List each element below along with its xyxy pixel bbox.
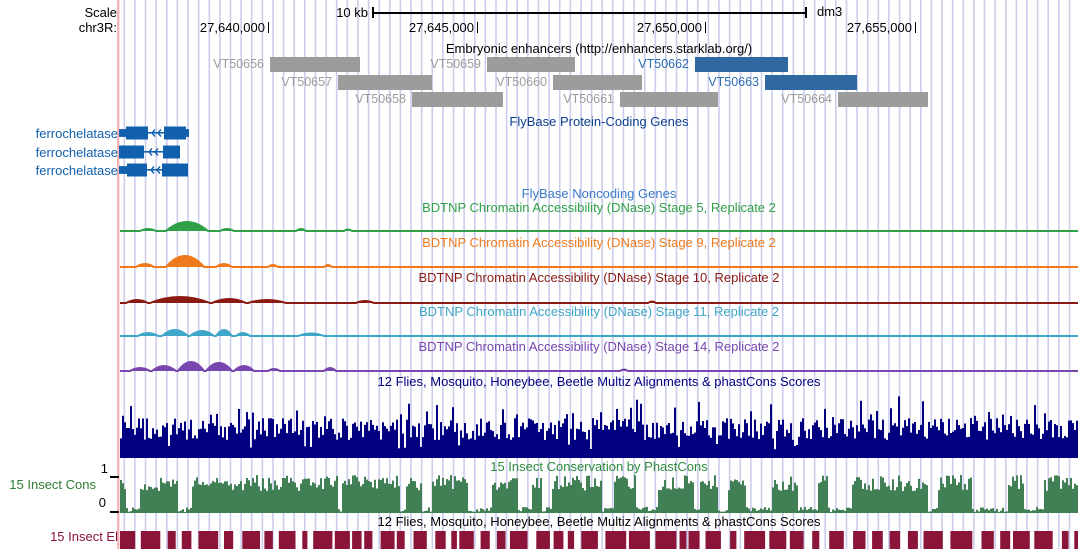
phastcons-left-label[interactable]: 15 Insect Cons [9, 477, 96, 492]
ruler-position-label: 27,655,000 [846, 20, 912, 35]
bdtnp-track-title: BDTNP Chromatin Accessibility (DNase) St… [418, 304, 780, 319]
enhancer-label: VT50657 [281, 75, 332, 89]
enhancer-block[interactable] [412, 92, 503, 107]
bdtnp-signal[interactable] [120, 312, 1078, 338]
phastcons-axis-min: 0 [98, 495, 106, 510]
gene-label[interactable]: ferrochelatase [35, 145, 118, 160]
ruler-tick [705, 22, 707, 33]
protein-genes-track-title: FlyBase Protein-Coding Genes [509, 114, 689, 129]
elements-left-label[interactable]: 15 Insect El [50, 529, 118, 544]
enhancer-label: VT50664 [781, 92, 832, 106]
enhancer-block[interactable] [765, 75, 857, 90]
enhancer-block[interactable] [338, 75, 432, 90]
enhancer-block[interactable] [620, 92, 718, 107]
chromosome-label: chr3R: [78, 20, 117, 35]
bdtnp-track-title: BDTNP Chromatin Accessibility (DNase) St… [422, 200, 776, 215]
enhancer-block[interactable] [553, 75, 642, 90]
enhancer-block[interactable] [838, 92, 928, 107]
enhancer-label: VT50658 [355, 92, 406, 106]
ruler-position-label: 27,650,000 [636, 20, 702, 35]
bdtnp-track-title: BDTNP Chromatin Accessibility (DNase) St… [418, 339, 780, 354]
gene-glyph[interactable] [118, 163, 192, 177]
phastcons-tick-min [110, 511, 119, 513]
ruler-position-label: 27,640,000 [199, 20, 265, 35]
assembly-label: dm3 [817, 4, 843, 19]
bdtnp-signal[interactable] [120, 347, 1078, 373]
elements-blocks[interactable] [120, 531, 1078, 549]
bdtnp-signal[interactable] [120, 207, 1078, 233]
scale-bar-tick-left [372, 7, 374, 18]
ruler-tick [915, 22, 917, 33]
bdtnp-signal[interactable] [120, 279, 1078, 305]
phastcons-track-title: 15 Insect Conservation by PhastCons [490, 459, 708, 474]
noncoding-genes-track-title: FlyBase Noncoding Genes [521, 186, 677, 201]
bdtnp-track-title: BDTNP Chromatin Accessibility (DNase) St… [422, 235, 776, 250]
ruler-tick [268, 22, 270, 33]
gene-glyph[interactable] [118, 126, 192, 140]
enhancer-block[interactable] [487, 57, 575, 72]
scale-label: Scale [84, 5, 117, 20]
bdtnp-track-title: BDTNP Chromatin Accessibility (DNase) St… [418, 270, 780, 285]
enhancer-label: VT50663 [708, 75, 759, 89]
enhancer-block[interactable] [695, 57, 788, 72]
scale-value: 10 kb [336, 5, 368, 20]
bdtnp-signal[interactable] [120, 243, 1078, 269]
gene-label[interactable]: ferrochelatase [35, 126, 118, 141]
phastcons-axis-max: 1 [100, 461, 108, 476]
ruler-position-label: 27,645,000 [408, 20, 474, 35]
phastcons-tick-max [110, 476, 119, 478]
phastcons-histogram[interactable] [120, 475, 1078, 513]
enhancer-block[interactable] [270, 57, 360, 72]
enhancer-track-title: Embryonic enhancers (http://enhancers.st… [445, 41, 753, 56]
ruler-tick [477, 22, 479, 33]
scale-bar-line [372, 12, 805, 14]
enhancer-label: VT50660 [496, 75, 547, 89]
multiz-track-title: 12 Flies, Mosquito, Honeybee, Beetle Mul… [377, 374, 821, 389]
enhancer-label: VT50661 [563, 92, 614, 106]
multiz-histogram[interactable] [120, 392, 1078, 458]
multiz-elements-track-title: 12 Flies, Mosquito, Honeybee, Beetle Mul… [377, 514, 821, 529]
gene-glyph[interactable] [118, 145, 192, 159]
enhancer-label: VT50662 [638, 57, 689, 71]
scale-bar-tick-right [805, 7, 807, 18]
enhancer-label: VT50659 [430, 57, 481, 71]
gene-label[interactable]: ferrochelatase [35, 163, 118, 178]
enhancer-label: VT50656 [213, 57, 264, 71]
